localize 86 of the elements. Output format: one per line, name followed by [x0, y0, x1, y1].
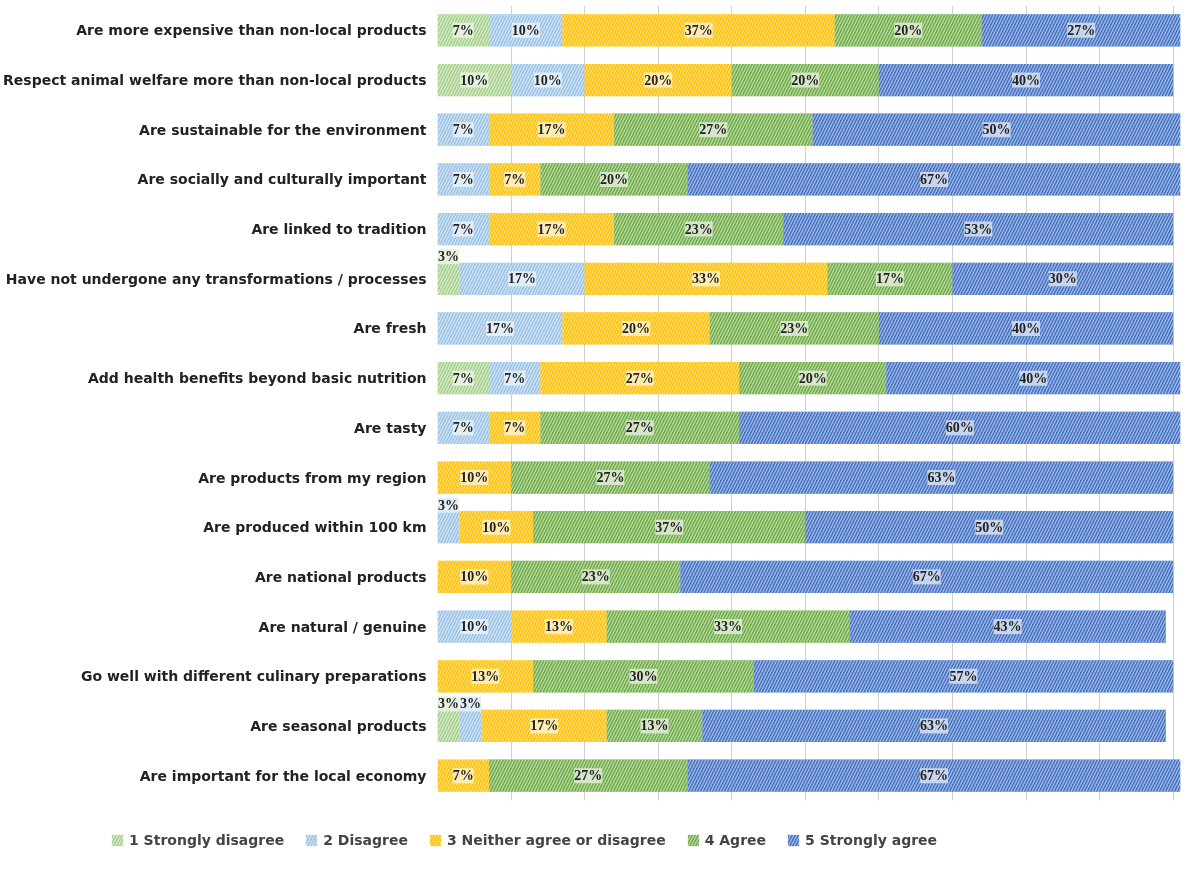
- y-tick-label: Are linked to tradition: [251, 221, 427, 238]
- y-tick-label: Have not undergone any transformations / processes: [5, 270, 427, 287]
- data-label: 7%: [452, 22, 474, 38]
- data-label: 53%: [964, 221, 993, 237]
- data-label: 27%: [625, 420, 654, 436]
- data-label: 37%: [655, 519, 684, 535]
- data-label: 13%: [471, 668, 500, 684]
- y-tick-label: Are products from my region: [198, 469, 427, 486]
- data-label: 10%: [460, 470, 489, 486]
- data-label: 67%: [920, 171, 949, 187]
- data-label: 7%: [504, 171, 526, 187]
- y-tick-label: Are tasty: [354, 419, 427, 436]
- y-tick-label: Are produced within 100 km: [203, 519, 427, 536]
- data-label: 20%: [622, 320, 651, 336]
- y-tick-label: Are natural / genuine: [258, 618, 427, 635]
- y-tick-label: Are national products: [254, 568, 427, 585]
- data-label: 17%: [875, 271, 904, 287]
- y-tick-label: Are seasonal products: [250, 717, 427, 734]
- data-label: 20%: [644, 72, 673, 88]
- data-label: 7%: [452, 370, 474, 386]
- data-label: 7%: [452, 420, 474, 436]
- data-label: 17%: [537, 221, 566, 237]
- data-label: 30%: [629, 668, 658, 684]
- y-tick-label: Add health benefits beyond basic nutrition: [87, 370, 427, 387]
- legend-label: 2 Disagree: [323, 832, 408, 848]
- y-tick-label: Go well with different culinary preparations: [80, 668, 427, 685]
- data-label: 10%: [460, 619, 489, 635]
- data-label: 20%: [791, 72, 820, 88]
- data-label: 50%: [975, 519, 1004, 535]
- data-label: 20%: [600, 171, 629, 187]
- y-tick-label: Are important for the local economy: [139, 767, 427, 784]
- y-tick-label: Are socially and culturally important: [137, 171, 427, 188]
- legend-label: 3 Neither agree or disagree: [446, 832, 666, 848]
- data-label: 40%: [1019, 370, 1048, 386]
- data-label: 23%: [780, 320, 809, 336]
- data-label: 63%: [927, 470, 956, 486]
- y-tick-label: Are sustainable for the environment: [139, 121, 427, 138]
- data-label: 63%: [920, 718, 949, 734]
- data-label: 17%: [508, 271, 537, 287]
- legend-label: 1 Strongly disagree: [129, 832, 285, 848]
- data-label: 17%: [537, 122, 566, 138]
- data-label: 27%: [699, 122, 728, 138]
- data-label: 3%: [438, 497, 460, 513]
- data-label: 23%: [684, 221, 713, 237]
- data-label: 17%: [530, 718, 559, 734]
- y-tick-label: Are more expensive than non-local products: [76, 22, 427, 39]
- data-label: 50%: [982, 122, 1011, 138]
- data-label: 57%: [949, 668, 978, 684]
- data-label: 40%: [1012, 320, 1041, 336]
- data-label: 10%: [460, 72, 489, 88]
- data-label: 67%: [912, 569, 941, 585]
- data-label: 27%: [574, 768, 603, 784]
- data-label: 40%: [1012, 72, 1041, 88]
- data-label: 10%: [482, 519, 511, 535]
- legend-label: 4 Agree: [704, 832, 767, 848]
- data-label: 27%: [1067, 22, 1096, 38]
- data-label: 7%: [452, 221, 474, 237]
- y-tick-label: Are fresh: [353, 320, 427, 337]
- data-label: 37%: [684, 22, 713, 38]
- data-label: 3%: [438, 249, 460, 265]
- data-label: 20%: [798, 370, 827, 386]
- data-label: 7%: [452, 122, 474, 138]
- data-label: 27%: [625, 370, 654, 386]
- data-label: 10%: [533, 72, 562, 88]
- data-label: 60%: [945, 420, 974, 436]
- data-label: 13%: [640, 718, 669, 734]
- data-label: 17%: [486, 320, 515, 336]
- data-label: 43%: [993, 619, 1022, 635]
- data-label: 33%: [714, 619, 743, 635]
- data-label: 3%: [438, 696, 460, 712]
- legend-label: 5 Strongly agree: [805, 832, 938, 848]
- data-label: 13%: [544, 619, 573, 635]
- data-label: 7%: [452, 171, 474, 187]
- data-label: 20%: [894, 22, 923, 38]
- data-label: 67%: [920, 768, 949, 784]
- data-label: 30%: [1048, 271, 1077, 287]
- data-label: 7%: [504, 370, 526, 386]
- data-label: 10%: [460, 569, 489, 585]
- data-label: 10%: [511, 22, 540, 38]
- data-label: 23%: [581, 569, 610, 585]
- data-label: 7%: [452, 768, 474, 784]
- y-tick-label: Respect animal welfare more than non-local products: [3, 72, 427, 89]
- data-label: 33%: [692, 271, 721, 287]
- data-label: 27%: [596, 470, 625, 486]
- data-label: 7%: [504, 420, 526, 436]
- data-label: 3%: [460, 696, 482, 712]
